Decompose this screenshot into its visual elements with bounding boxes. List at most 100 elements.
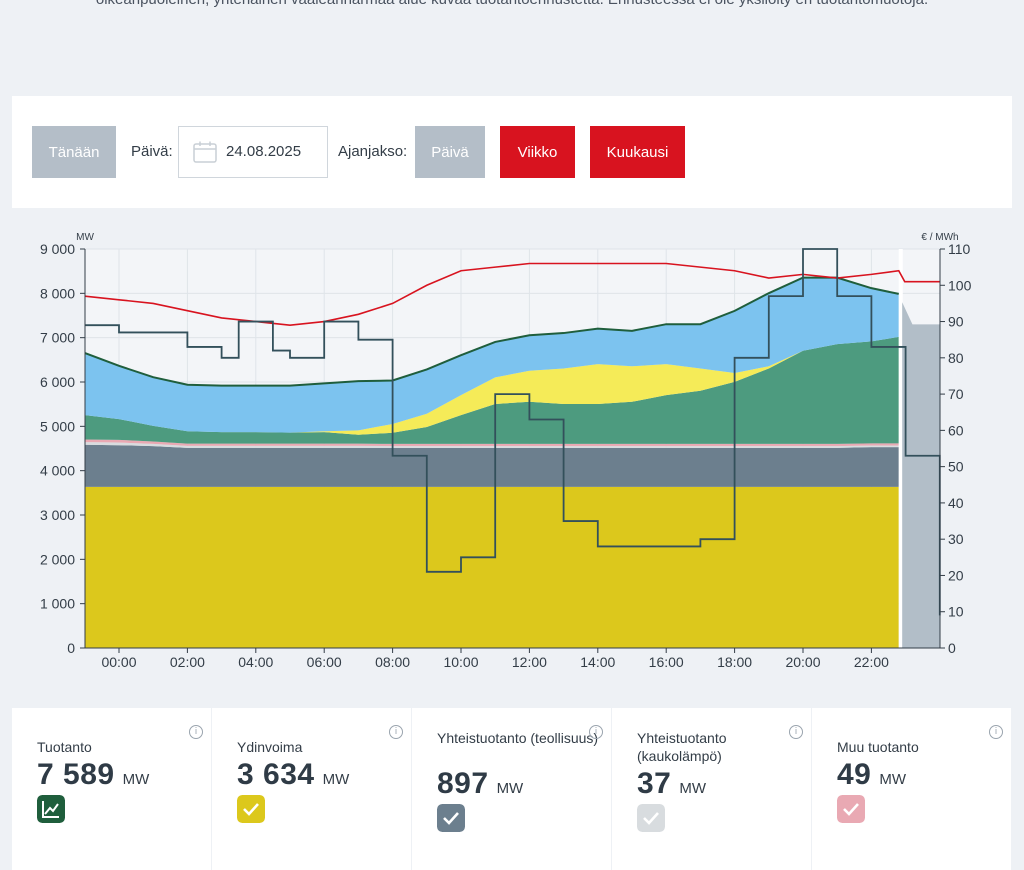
check-icon[interactable] xyxy=(637,804,665,832)
y-tick-label-right: 20 xyxy=(948,567,964,583)
y-tick-label-right: 80 xyxy=(948,350,964,366)
card-unit: MW xyxy=(122,771,150,788)
x-tick-label: 16:00 xyxy=(649,654,684,670)
calendar-icon xyxy=(193,141,217,163)
x-tick-label: 04:00 xyxy=(238,654,273,670)
y-tick-label-right: 30 xyxy=(948,531,964,547)
area-nuclear xyxy=(85,486,899,648)
y-tick-label-right: 0 xyxy=(948,640,956,656)
y-tick-label-left: 6 000 xyxy=(40,374,75,390)
y-tick-label-left: 4 000 xyxy=(40,463,75,479)
x-tick-label: 02:00 xyxy=(170,654,205,670)
card-value: 897 MW xyxy=(437,767,523,801)
y-axis-unit-right: € / MWh xyxy=(921,232,958,243)
card-value: 49 MW xyxy=(837,758,906,792)
y-axis-unit-left: MW xyxy=(76,232,94,243)
y-tick-label-right: 10 xyxy=(948,604,964,620)
y-tick-label-right: 40 xyxy=(948,495,964,511)
date-value: 24.08.2025 xyxy=(226,143,302,160)
card-production: Tuotanto 7 589 MW i xyxy=(12,708,211,854)
y-tick-label-left: 1 000 xyxy=(40,596,75,612)
y-tick-label-left: 3 000 xyxy=(40,507,75,523)
x-tick-label: 10:00 xyxy=(443,654,478,670)
card-title: Tuotanto xyxy=(37,739,92,755)
summary-cards: Tuotanto 7 589 MW i Ydinvoima 3 634 MW i Y… xyxy=(12,708,1012,870)
y-tick-label-left: 9 000 xyxy=(40,241,75,257)
y-tick-label-right: 60 xyxy=(948,422,964,438)
y-tick-label-left: 5 000 xyxy=(40,418,75,434)
y-tick-label-left: 8 000 xyxy=(40,285,75,301)
card-unit: MW xyxy=(879,771,907,788)
y-tick-label-right: 70 xyxy=(948,386,964,402)
card-value: 3 634 MW xyxy=(237,758,349,792)
card-value-number: 49 xyxy=(837,758,872,791)
period-week-button[interactable]: Viikko xyxy=(500,126,575,178)
period-month-button[interactable]: Kuukausi xyxy=(590,126,685,178)
card-title: Muu tuotanto xyxy=(837,739,919,755)
info-icon[interactable]: i xyxy=(989,725,1003,739)
y-tick-label-right: 90 xyxy=(948,314,964,330)
y-tick-label-left: 2 000 xyxy=(40,551,75,567)
chart-svg: 0 1 000 2 000 3 000 4 000 5 000 6 000 7 000 8 00… xyxy=(40,232,972,670)
chart-icon xyxy=(37,795,65,823)
card-value: 7 589 MW xyxy=(37,758,149,792)
y-tick-label-right: 110 xyxy=(948,241,971,257)
area-other xyxy=(85,439,899,447)
info-icon[interactable]: i xyxy=(189,725,203,739)
card-unit: MW xyxy=(679,780,707,797)
card-value-number: 7 589 xyxy=(37,758,115,791)
period-label: Ajanjakso: xyxy=(338,143,408,160)
card-unit: MW xyxy=(496,780,524,797)
x-tick-label: 06:00 xyxy=(307,654,342,670)
info-icon[interactable]: i xyxy=(789,725,803,739)
card-unit: MW xyxy=(322,771,350,788)
card-district-chp: Yhteistuotanto (kaukolämpö) 37 MW i xyxy=(612,708,811,854)
total-production-line xyxy=(84,276,899,387)
card-value: 37 MW xyxy=(637,767,706,801)
area-wind xyxy=(85,277,899,433)
card-row-2 xyxy=(412,854,611,870)
card-title: Ydinvoima xyxy=(237,739,303,755)
period-day-button[interactable]: Päivä xyxy=(415,126,485,178)
info-icon[interactable]: i xyxy=(389,725,403,739)
card-other: Muu tuotanto 49 MW i xyxy=(812,708,1011,854)
y-tick-label-left: 7 000 xyxy=(40,330,75,346)
x-tick-label: 00:00 xyxy=(101,654,136,670)
y-tick-label-right: 50 xyxy=(948,459,964,475)
price-line xyxy=(84,262,940,326)
y-tick-label-left: 0 xyxy=(67,640,75,656)
intro-text: oikeanpuoleinen, yhtenäinen vaaleanharma… xyxy=(0,0,1024,8)
card-value-number: 37 xyxy=(637,767,672,800)
card-value-number: 3 634 xyxy=(237,758,315,791)
check-icon[interactable] xyxy=(237,795,265,823)
card-row-2 xyxy=(212,854,411,870)
x-tick-label: 14:00 xyxy=(580,654,615,670)
card-title: Yhteistuotanto (teollisuus) xyxy=(437,730,599,746)
area-forecast xyxy=(902,302,940,648)
area-hydro xyxy=(85,336,899,444)
x-tick-label: 20:00 xyxy=(785,654,820,670)
card-value-number: 897 xyxy=(437,767,489,800)
info-icon[interactable]: i xyxy=(589,725,603,739)
consumption-step-line xyxy=(85,248,941,616)
card-industry-chp: Yhteistuotanto (teollisuus) 897 MW i xyxy=(412,708,611,854)
area-solar xyxy=(85,336,899,435)
x-tick-label: 22:00 xyxy=(854,654,889,670)
area-industry-chp xyxy=(85,444,899,487)
x-tick-label: 18:00 xyxy=(717,654,752,670)
card-row-2 xyxy=(612,854,811,870)
card-title: Yhteistuotanto (kaukolämpö) xyxy=(637,730,727,764)
y-tick-label-right: 100 xyxy=(948,277,972,293)
today-button[interactable]: Tänään xyxy=(32,126,116,178)
card-row-2 xyxy=(12,854,211,870)
x-tick-label: 08:00 xyxy=(375,654,410,670)
date-label: Päivä: xyxy=(131,143,173,160)
date-input[interactable]: 24.08.2025 xyxy=(178,126,328,178)
area-district-chp xyxy=(85,442,899,448)
production-chart: 0 1 000 2 000 3 000 4 000 5 000 6 000 7 000 8 00… xyxy=(12,208,1012,708)
x-tick-label: 12:00 xyxy=(512,654,547,670)
card-nuclear: Ydinvoima 3 634 MW i xyxy=(212,708,411,854)
check-icon[interactable] xyxy=(437,804,465,832)
check-icon[interactable] xyxy=(837,795,865,823)
card-row-2 xyxy=(812,854,1011,870)
